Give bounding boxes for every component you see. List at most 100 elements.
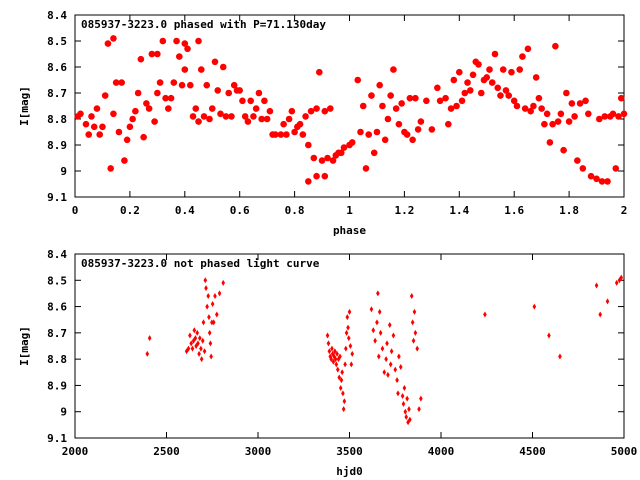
data-point [557, 110, 565, 118]
data-point [316, 68, 323, 76]
data-point [369, 306, 374, 313]
data-point [178, 81, 186, 89]
data-point [213, 293, 217, 300]
data-point [101, 92, 109, 99]
data-point [338, 353, 342, 360]
data-point [359, 102, 367, 110]
data-point [560, 146, 567, 154]
data-point [283, 131, 290, 138]
data-points [74, 35, 628, 185]
data-point [547, 332, 551, 339]
data-point [206, 115, 213, 123]
data-point [307, 107, 315, 115]
data-point [563, 89, 570, 97]
phased-plot-panel: 0 0.2 0.4 0.6 0.8 1 1.2 1.4 1.6 1.8 2 8.4 8.5 8.6 8.7… [18, 9, 627, 237]
data-point [519, 53, 526, 60]
data-point [137, 55, 145, 63]
data-point [558, 353, 562, 360]
data-point [382, 369, 387, 376]
data-point [389, 348, 394, 355]
data-point [442, 94, 449, 102]
data-point [447, 105, 455, 112]
data-point [344, 345, 348, 352]
data-point [134, 89, 142, 97]
data-point [121, 157, 128, 164]
data-point [336, 356, 341, 363]
data-point [277, 131, 285, 138]
data-point [199, 356, 204, 363]
data-point [222, 113, 230, 120]
data-point [332, 353, 336, 360]
data-point [510, 97, 518, 105]
y-axis-ticks: 8.4 8.5 8.6 8.7 8.8 8.9 9 9.1 [47, 248, 624, 445]
data-point [145, 105, 153, 112]
data-point [543, 110, 551, 118]
data-point [376, 290, 380, 297]
data-point [376, 81, 383, 89]
data-point [217, 110, 224, 118]
data-point [329, 356, 333, 363]
data-point [333, 356, 338, 363]
data-point [217, 290, 222, 297]
data-point [189, 113, 197, 120]
data-point [285, 115, 293, 123]
data-point [197, 350, 201, 357]
data-point [617, 94, 625, 102]
x-tick-label: 4500 [519, 445, 546, 458]
data-point [619, 274, 624, 281]
data-point [357, 128, 364, 136]
data-point [186, 81, 194, 89]
data-point [325, 332, 330, 339]
data-point [112, 79, 120, 86]
y-tick-label: 8.8 [47, 113, 67, 126]
y-tick-label: 8.6 [47, 61, 67, 74]
data-point [341, 390, 345, 397]
data-point [104, 40, 112, 47]
data-point [244, 118, 252, 125]
data-point [527, 107, 534, 115]
data-point [445, 120, 452, 128]
y-axis-label: I[mag] [18, 326, 31, 366]
data-point [346, 324, 350, 331]
x-tick-label: 4000 [428, 445, 455, 458]
x-axis-ticks: 0 0.2 0.4 0.6 0.8 1 1.2 1.4 1.6 1.8 2 [72, 15, 627, 217]
data-point [415, 345, 420, 352]
data-point [143, 100, 150, 107]
data-point [516, 66, 523, 73]
data-point [347, 308, 352, 315]
data-point [241, 113, 249, 120]
data-point [450, 76, 458, 84]
data-point [173, 37, 180, 45]
data-point [118, 79, 125, 86]
data-point [247, 97, 254, 105]
data-point [204, 285, 208, 292]
data-point [280, 120, 287, 128]
data-point [538, 105, 545, 112]
data-point [210, 300, 215, 307]
y-tick-label: 8.5 [47, 274, 67, 287]
data-point [532, 303, 537, 310]
data-point [423, 97, 430, 105]
data-point [377, 308, 382, 315]
data-point [483, 74, 491, 81]
y-tick-label: 9 [60, 406, 67, 419]
y-tick-label: 8.4 [47, 248, 67, 261]
data-point [148, 50, 156, 58]
data-point [396, 390, 400, 397]
data-point [571, 113, 578, 120]
data-point [200, 337, 205, 344]
data-point [162, 94, 169, 102]
data-point [202, 348, 207, 355]
data-point [521, 105, 529, 112]
data-point [221, 279, 226, 286]
y-tick-label: 9 [60, 165, 67, 178]
y-axis-ticks: 8.4 8.5 8.6 8.7 8.8 8.9 9 9.1 [47, 9, 624, 204]
data-point [615, 113, 622, 120]
data-point [288, 107, 296, 115]
y-tick-label: 8.7 [47, 327, 67, 340]
data-point [337, 149, 345, 157]
data-point [326, 105, 334, 112]
data-point [494, 84, 502, 92]
data-point [345, 314, 350, 321]
